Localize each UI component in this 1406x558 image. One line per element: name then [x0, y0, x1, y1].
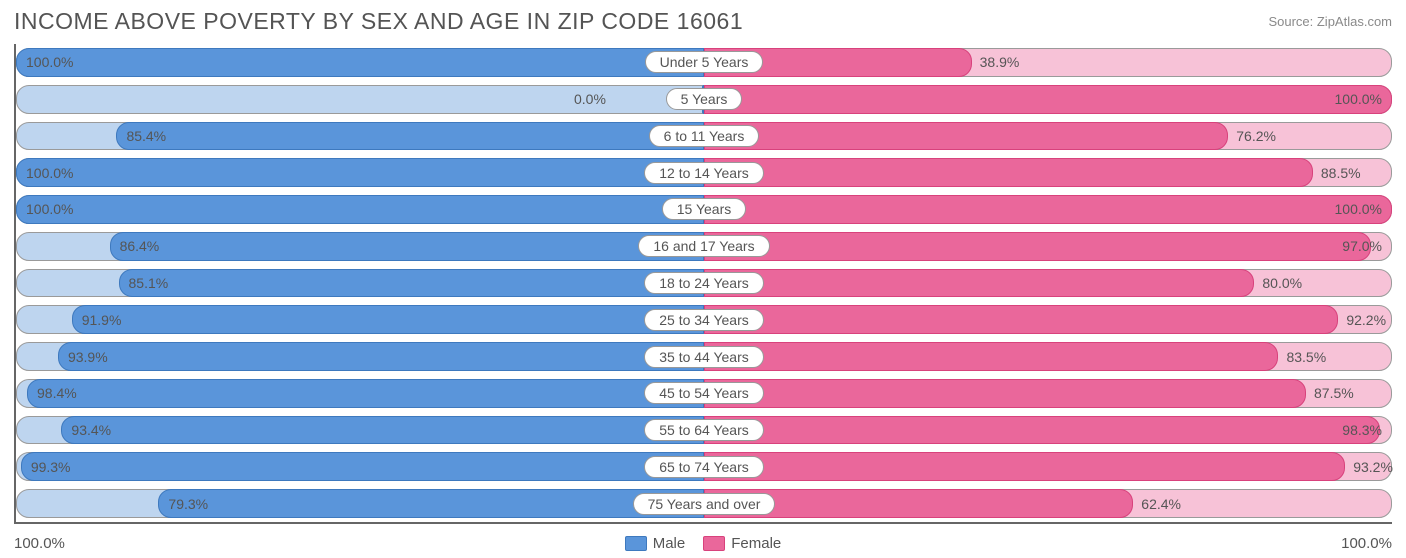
male-value-label: 100.0%: [26, 54, 73, 70]
legend-item-male: Male: [625, 535, 686, 552]
category-label: 5 Years: [666, 88, 743, 110]
chart-row: 0.0% 100.0% 5 Years: [16, 81, 1392, 118]
legend-label-female: Female: [731, 535, 781, 552]
legend-swatch-female: [703, 536, 725, 551]
chart-row: 93.4% 98.3% 55 to 64 Years: [16, 412, 1392, 449]
male-value-label: 91.9%: [82, 312, 122, 328]
female-value-label: 93.2%: [1353, 459, 1393, 475]
male-bar: [21, 452, 704, 481]
male-value-label: 100.0%: [26, 165, 73, 181]
female-bar: [704, 122, 1228, 151]
male-value-label: 93.4%: [71, 422, 111, 438]
male-bar: [58, 342, 704, 371]
chart-row: 100.0% 38.9% Under 5 Years: [16, 44, 1392, 81]
male-value-label: 86.4%: [120, 238, 160, 254]
female-bar: [704, 195, 1392, 224]
category-label: 12 to 14 Years: [644, 162, 764, 184]
male-value-label: 98.4%: [37, 385, 77, 401]
category-label: Under 5 Years: [645, 51, 764, 73]
chart-row: 100.0% 100.0% 15 Years: [16, 191, 1392, 228]
male-value-label: 93.9%: [68, 349, 108, 365]
female-bar: [704, 269, 1254, 298]
male-bar: [16, 158, 704, 187]
female-value-label: 87.5%: [1314, 385, 1354, 401]
chart-title: INCOME ABOVE POVERTY BY SEX AND AGE IN Z…: [14, 8, 743, 35]
female-bar: [704, 305, 1338, 334]
chart-plot-area: 100.0% 38.9% Under 5 Years 0.0% 100.0% 5 Year…: [14, 44, 1392, 524]
female-value-label: 100.0%: [1335, 91, 1382, 107]
legend-label-male: Male: [653, 535, 686, 552]
male-bar: [27, 379, 704, 408]
male-value-label: 0.0%: [574, 91, 606, 107]
chart-row: 91.9% 92.2% 25 to 34 Years: [16, 301, 1392, 338]
female-bar: [704, 342, 1278, 371]
category-label: 35 to 44 Years: [644, 346, 764, 368]
male-bar: [16, 195, 704, 224]
category-label: 65 to 74 Years: [644, 456, 764, 478]
chart-row: 99.3% 93.2% 65 to 74 Years: [16, 448, 1392, 485]
male-bar: [110, 232, 704, 261]
female-bar: [704, 379, 1306, 408]
female-value-label: 38.9%: [980, 54, 1020, 70]
chart-row: 100.0% 88.5% 12 to 14 Years: [16, 154, 1392, 191]
category-label: 18 to 24 Years: [644, 272, 764, 294]
chart-row: 86.4% 97.0% 16 and 17 Years: [16, 228, 1392, 265]
legend-swatch-male: [625, 536, 647, 551]
female-value-label: 98.3%: [1342, 422, 1382, 438]
female-value-label: 80.0%: [1262, 275, 1302, 291]
chart-row: 93.9% 83.5% 35 to 44 Years: [16, 338, 1392, 375]
chart-row: 79.3% 62.4% 75 Years and over: [16, 485, 1392, 522]
female-value-label: 62.4%: [1141, 496, 1181, 512]
axis-right-extent: 100.0%: [1341, 535, 1392, 552]
axis-left-extent: 100.0%: [14, 535, 65, 552]
category-label: 15 Years: [662, 198, 747, 220]
female-bar: [704, 452, 1345, 481]
category-label: 75 Years and over: [633, 493, 776, 515]
female-value-label: 97.0%: [1342, 238, 1382, 254]
male-bar: [158, 489, 704, 518]
female-value-label: 88.5%: [1321, 165, 1361, 181]
female-value-label: 76.2%: [1236, 128, 1276, 144]
male-value-label: 85.1%: [129, 275, 169, 291]
female-bar: [704, 158, 1313, 187]
male-bar: [61, 416, 704, 445]
male-value-label: 99.3%: [31, 459, 71, 475]
female-value-label: 100.0%: [1335, 201, 1382, 217]
male-value-label: 100.0%: [26, 201, 73, 217]
female-bar: [704, 232, 1371, 261]
female-value-label: 92.2%: [1346, 312, 1386, 328]
category-label: 6 to 11 Years: [649, 125, 760, 147]
legend: Male Female: [625, 535, 782, 552]
category-label: 45 to 54 Years: [644, 382, 764, 404]
female-bar: [704, 416, 1380, 445]
male-bar: [16, 48, 704, 77]
chart-row: 98.4% 87.5% 45 to 54 Years: [16, 375, 1392, 412]
female-value-label: 83.5%: [1286, 349, 1326, 365]
male-bar: [72, 305, 704, 334]
category-label: 16 and 17 Years: [638, 235, 769, 257]
male-value-label: 79.3%: [168, 496, 208, 512]
chart-row: 85.1% 80.0% 18 to 24 Years: [16, 265, 1392, 302]
category-label: 25 to 34 Years: [644, 309, 764, 331]
male-value-label: 85.4%: [126, 128, 166, 144]
male-bar: [119, 269, 704, 298]
female-bar: [704, 85, 1392, 114]
category-label: 55 to 64 Years: [644, 419, 764, 441]
chart-source: Source: ZipAtlas.com: [1268, 8, 1392, 29]
chart-row: 85.4% 76.2% 6 to 11 Years: [16, 118, 1392, 155]
legend-item-female: Female: [703, 535, 781, 552]
male-bar: [116, 122, 704, 151]
